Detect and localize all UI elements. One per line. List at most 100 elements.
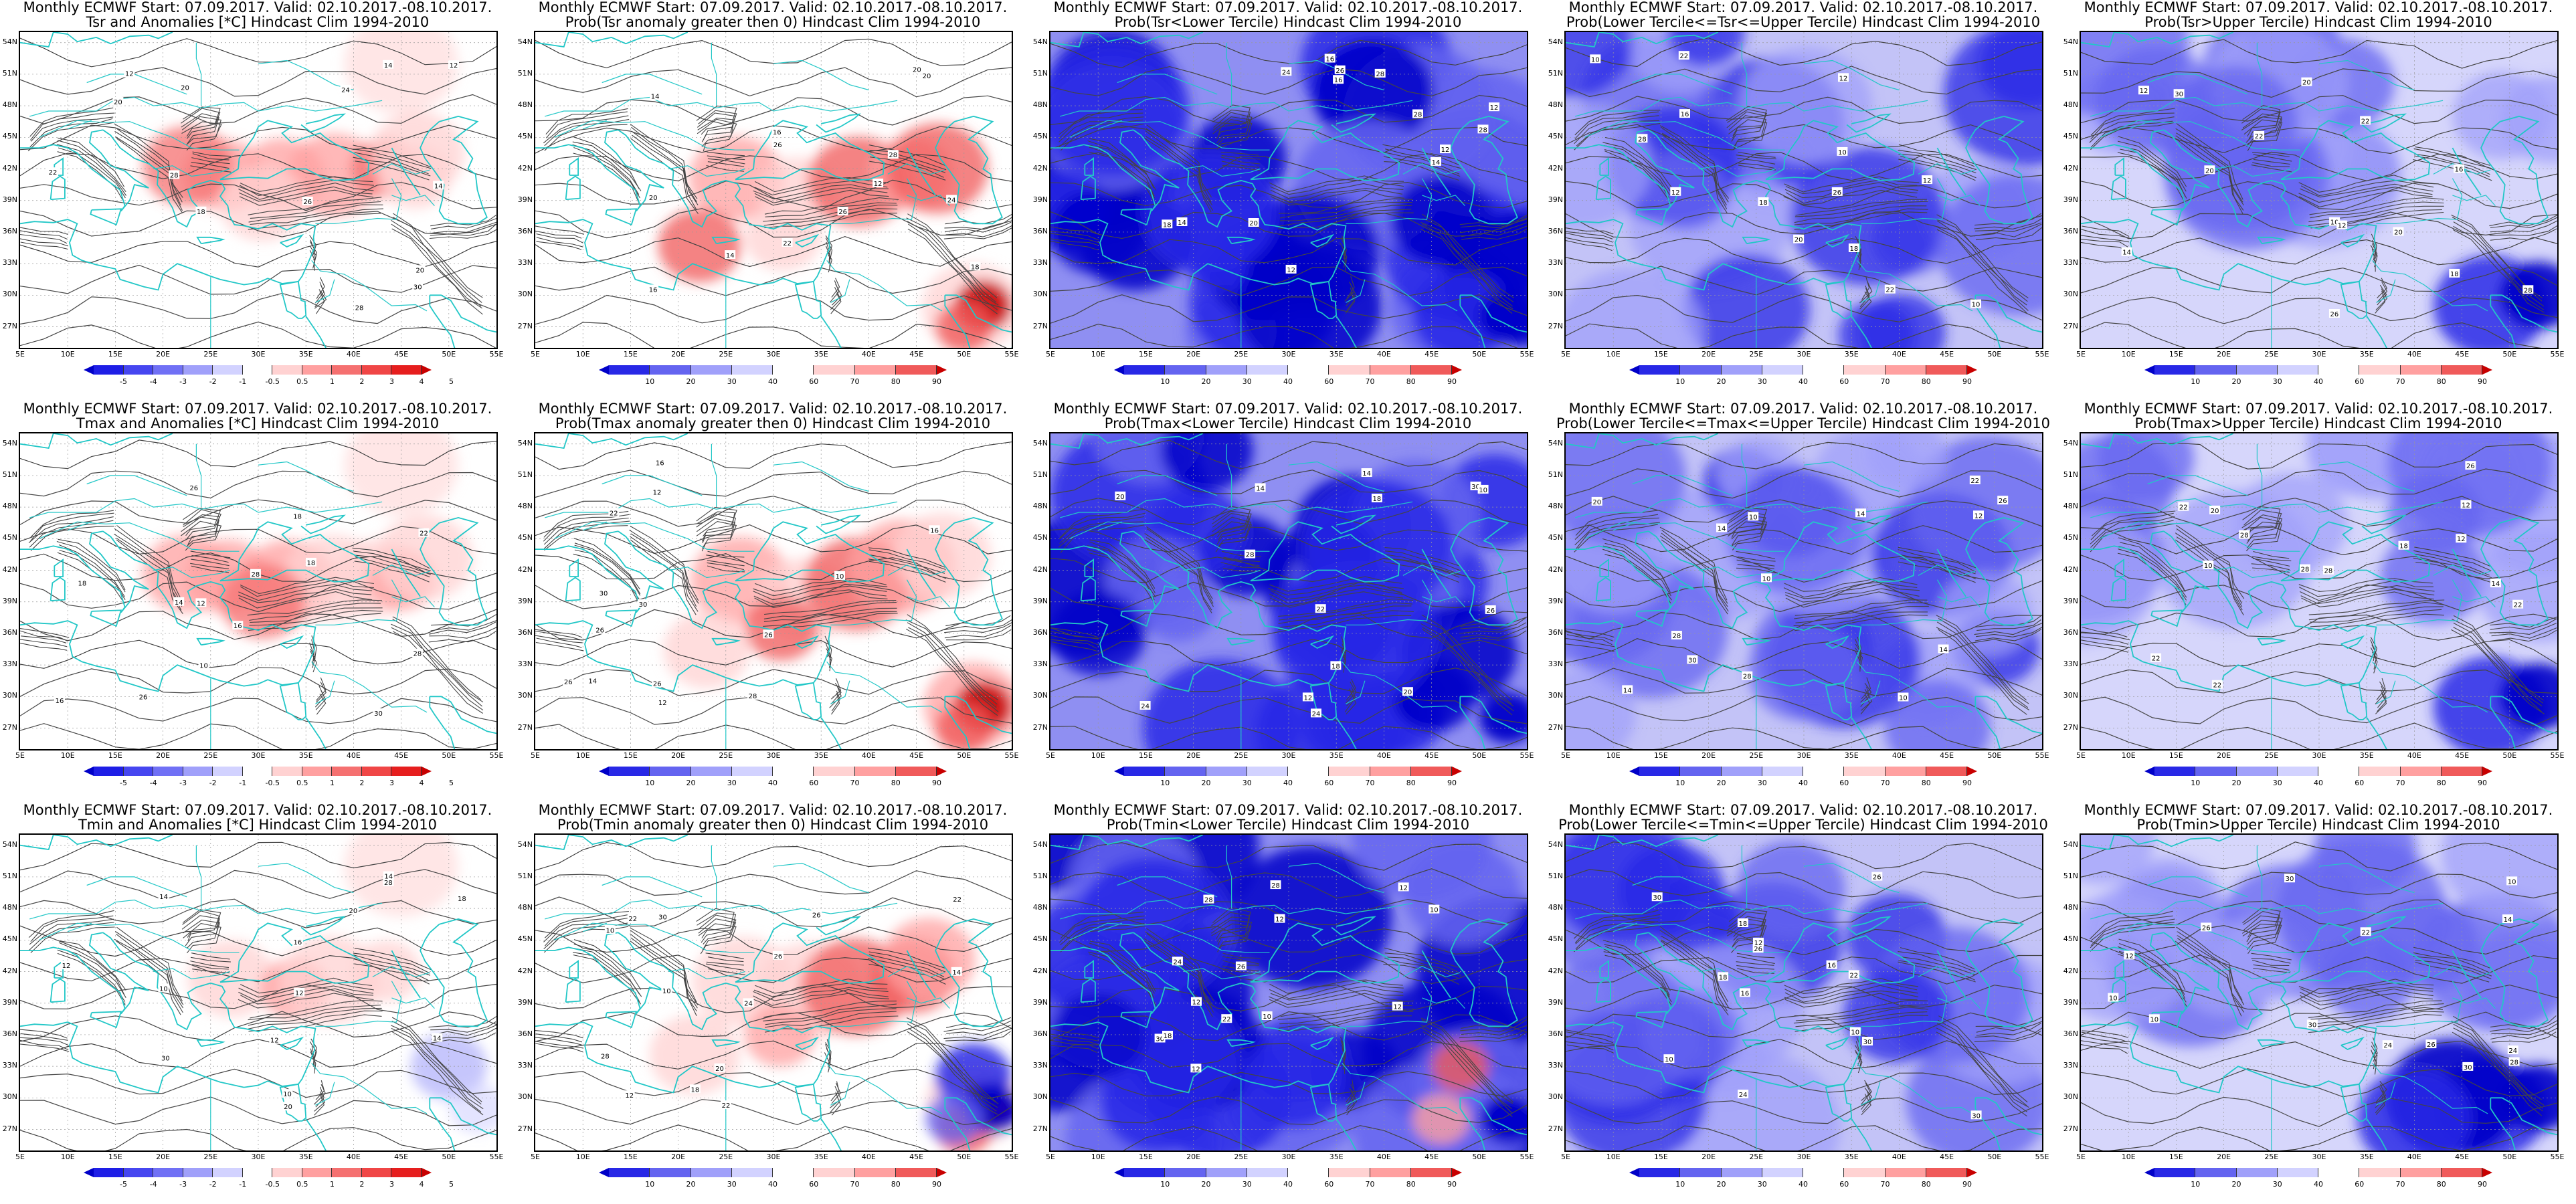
- shaded-region: [2174, 66, 2298, 176]
- isotherm-contour: [535, 470, 1012, 498]
- country-border: [1098, 521, 1122, 531]
- orography-contour: [573, 146, 640, 199]
- contour-label-box: [412, 282, 424, 291]
- contour-label-box: [1162, 1031, 1173, 1039]
- contour-label: 14: [2504, 916, 2512, 924]
- orography-contour: [1659, 526, 1728, 601]
- orography-contour: [1661, 940, 1729, 1016]
- contour-label: 22: [1316, 606, 1325, 613]
- contour-label: 20: [2394, 229, 2403, 237]
- orography-contour: [1936, 226, 2029, 311]
- coastline: [1566, 129, 1695, 212]
- latitude-tick-label: 42N: [1032, 163, 1048, 173]
- latitude-tick-label: 45N: [1548, 533, 1563, 542]
- contour-label-box: [1334, 65, 1346, 74]
- colorbar-tick-label: 70: [2395, 377, 2405, 386]
- longitude-tick-label: 20E: [1701, 751, 1716, 760]
- country-border: [554, 521, 755, 552]
- colorbar-cell: [213, 365, 243, 375]
- orography-contour: [2176, 926, 2243, 1001]
- latitude-tick-label: 27N: [2063, 321, 2078, 330]
- contour-label-box: [1274, 914, 1285, 923]
- orography-contour: [707, 158, 745, 165]
- orography-contour: [1859, 291, 1872, 314]
- contour-label-box: [250, 569, 261, 578]
- orography-contour: [430, 1021, 496, 1033]
- coastline: [2490, 294, 2557, 333]
- coastline: [1084, 559, 1094, 577]
- colorbar-cell: [1680, 1168, 1722, 1177]
- orography-contour: [114, 528, 182, 604]
- orography-contour: [250, 607, 383, 623]
- latitude-tick-label: 33N: [1548, 660, 1563, 669]
- orography-contour: [1574, 517, 1660, 546]
- coastline: [1050, 530, 1347, 692]
- orography-contour: [2301, 591, 2434, 607]
- colorbar-cell: [361, 1168, 392, 1177]
- coastline: [1120, 1011, 1153, 1029]
- orography-contour: [393, 217, 482, 303]
- orography-contour: [1861, 677, 1871, 700]
- colorbar-cell: [1288, 1168, 1329, 1177]
- isotherm-contour: [1050, 1096, 1527, 1125]
- contour-label: 12: [1287, 267, 1295, 274]
- coastline: [1742, 637, 1771, 646]
- colorbar-tick-label: 40: [1283, 377, 1293, 386]
- map-frame: 14 28 24 12 26 28 28 12 14 20 16 12 16 18: [1049, 31, 1528, 349]
- contour-label: 20: [284, 1104, 292, 1111]
- contour-label-box: [1477, 124, 1489, 134]
- orography-contour: [1460, 617, 1526, 631]
- coastline: [1936, 147, 1966, 196]
- orography-contour: [543, 517, 629, 545]
- coastline: [219, 120, 370, 181]
- orography-contour: [1975, 1017, 2042, 1027]
- shaded-region: [1566, 268, 1704, 348]
- latitude-tick-label: 39N: [1548, 596, 1563, 605]
- isotherm-contour: [20, 581, 496, 613]
- orography-contour: [1861, 277, 1870, 300]
- isotherm-contour: [20, 321, 496, 348]
- orography-contour: [1566, 628, 1615, 638]
- contour-label-box: [2425, 1039, 2437, 1049]
- orography-contour: [1784, 978, 1919, 994]
- colorbar-cell: [2195, 1168, 2237, 1177]
- orography-contour: [1280, 205, 1412, 221]
- contour-label: 12: [2462, 502, 2470, 510]
- orography-contour: [2082, 1030, 2128, 1038]
- orography-contour: [1728, 515, 1766, 546]
- isotherm-contour: [1050, 926, 1527, 955]
- isotherm-contour: [1050, 557, 1527, 583]
- isotherm-contour: [2081, 126, 2557, 155]
- orography-contour: [20, 233, 68, 244]
- orography-contour: [1088, 951, 1155, 1003]
- orography-contour: [2251, 563, 2290, 571]
- orography-contour: [1974, 1030, 2041, 1043]
- orography-contour: [430, 215, 496, 227]
- latitude-tick-label: 33N: [1548, 258, 1563, 268]
- isotherm-contour: [1566, 211, 2042, 239]
- contour-label: 30: [1471, 484, 1480, 491]
- contour-label-box: [771, 126, 783, 136]
- isotherm-contour: [2081, 924, 2557, 957]
- orography-contour: [391, 223, 482, 309]
- orography-contour: [945, 221, 1012, 233]
- orography-contour: [2489, 214, 2557, 227]
- country-border: [2376, 178, 2463, 224]
- orography-contour: [944, 217, 1012, 230]
- orography-contour: [1575, 510, 1658, 536]
- orography-contour: [353, 550, 431, 572]
- orography-contour: [392, 616, 481, 700]
- orography-contour: [1059, 112, 1143, 139]
- orography-contour: [2490, 618, 2557, 630]
- shaded-region: [2442, 835, 2557, 922]
- contour-label: 30: [161, 1056, 170, 1063]
- longitude-tick-label: 35E: [298, 1152, 313, 1161]
- orography-contour: [354, 963, 430, 985]
- longitude-tick-label: 10E: [2121, 751, 2136, 760]
- longitude-tick-label: 35E: [1844, 350, 1859, 359]
- coastline: [1331, 113, 1376, 133]
- contour-label-box: [1679, 109, 1690, 118]
- contour-label-box: [2204, 165, 2215, 175]
- colorbar-right-arrow: [937, 365, 947, 375]
- contour-label: 10: [1665, 1056, 1673, 1064]
